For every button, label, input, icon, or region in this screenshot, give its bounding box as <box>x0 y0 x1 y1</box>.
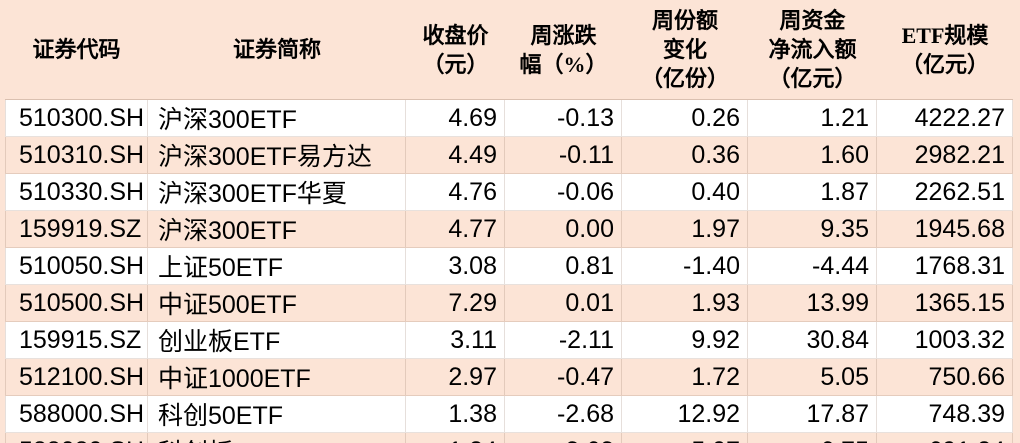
cell-scale: 748.39 <box>877 396 1013 432</box>
cell-share: 0.40 <box>622 174 748 210</box>
table-header-row: 证券代码 证券简称 收盘价 （元） 周涨跌 幅（%） 周份额 变化 （亿份） 周资金 净流… <box>5 0 1013 100</box>
cell-pct: -0.11 <box>505 137 622 173</box>
cell-scale: 691.34 <box>877 433 1013 443</box>
table-row: 159919.SZ 沪深300ETF 4.77 0.00 1.97 9.35 1945.68 <box>5 211 1013 248</box>
cell-code: 159915.SZ <box>5 322 148 358</box>
table-row: 159915.SZ 创业板ETF 3.11 -2.11 9.92 30.84 1003.32 <box>5 322 1013 359</box>
cell-close: 3.11 <box>406 322 505 358</box>
cell-close: 4.49 <box>406 137 505 173</box>
cell-scale: 2262.51 <box>877 174 1013 210</box>
table-row: 510050.SH 上证50ETF 3.08 0.81 -1.40 -4.44 1768.3… <box>5 248 1013 285</box>
cell-pct: 0.01 <box>505 285 622 321</box>
cell-close: 7.29 <box>406 285 505 321</box>
table-row: 510300.SH 沪深300ETF 4.69 -0.13 0.26 1.21 4222.2… <box>5 100 1013 137</box>
cell-close: 3.08 <box>406 248 505 284</box>
cell-flow: 30.84 <box>748 322 877 358</box>
table-row: 588000.SH 科创50ETF 1.38 -2.68 12.92 17.87 748.3… <box>5 396 1013 433</box>
table-row: 510330.SH 沪深300ETF华夏 4.76 -0.06 0.40 1.87 2262… <box>5 174 1013 211</box>
cell-share: -1.40 <box>622 248 748 284</box>
cell-flow: 1.87 <box>748 174 877 210</box>
cell-name: 沪深300ETF <box>148 100 406 136</box>
cell-name: 科创50ETF <box>148 396 406 432</box>
cell-name: 科创板50ETF <box>148 433 406 443</box>
cell-pct: -0.06 <box>505 174 622 210</box>
cell-pct: -2.62 <box>505 433 622 443</box>
cell-flow: 9.35 <box>748 211 877 247</box>
cell-scale: 1365.15 <box>877 285 1013 321</box>
cell-flow: 1.60 <box>748 137 877 173</box>
cell-flow: 17.87 <box>748 396 877 432</box>
cell-share: 0.26 <box>622 100 748 136</box>
cell-scale: 1003.32 <box>877 322 1013 358</box>
column-header-pct: 周涨跌 幅（%） <box>519 22 608 77</box>
cell-name: 沪深300ETF <box>148 211 406 247</box>
cell-code: 159919.SZ <box>5 211 148 247</box>
cell-name: 沪深300ETF华夏 <box>148 174 406 210</box>
cell-name: 中证500ETF <box>148 285 406 321</box>
cell-flow: 13.99 <box>748 285 877 321</box>
cell-pct: 0.81 <box>505 248 622 284</box>
cell-share: 1.97 <box>622 211 748 247</box>
cell-scale: 750.66 <box>877 359 1013 395</box>
cell-name: 创业板ETF <box>148 322 406 358</box>
cell-close: 4.76 <box>406 174 505 210</box>
cell-share: 1.72 <box>622 359 748 395</box>
cell-name: 中证1000ETF <box>148 359 406 395</box>
table-body: 510300.SH 沪深300ETF 4.69 -0.13 0.26 1.21 4222.2… <box>5 100 1013 443</box>
cell-flow: -4.44 <box>748 248 877 284</box>
table-row: 512100.SH 中证1000ETF 2.97 -0.47 1.72 5.05 750.6… <box>5 359 1013 396</box>
cell-name: 沪深300ETF易方达 <box>148 137 406 173</box>
cell-code: 510500.SH <box>5 285 148 321</box>
column-header-name: 证券简称 <box>232 37 321 62</box>
column-header-close: 收盘价 （元） <box>422 22 489 77</box>
cell-code: 512100.SH <box>5 359 148 395</box>
cell-pct: -0.13 <box>505 100 622 136</box>
cell-code: 510310.SH <box>5 137 148 173</box>
cell-share: 9.92 <box>622 322 748 358</box>
cell-scale: 2982.21 <box>877 137 1013 173</box>
cell-close: 4.69 <box>406 100 505 136</box>
cell-share: 0.36 <box>622 137 748 173</box>
column-header-scale: ETF规模 （亿元） <box>900 22 989 77</box>
cell-pct: 0.00 <box>505 211 622 247</box>
cell-flow: 5.05 <box>748 359 877 395</box>
column-header-flow: 周资金 净流入额 （亿元） <box>768 8 857 91</box>
cell-scale: 1945.68 <box>877 211 1013 247</box>
cell-scale: 1768.31 <box>877 248 1013 284</box>
cell-code: 510300.SH <box>5 100 148 136</box>
cell-pct: -0.47 <box>505 359 622 395</box>
cell-code: 510050.SH <box>5 248 148 284</box>
cell-code: 510330.SH <box>5 174 148 210</box>
table-row: 588080.SH科创板50ETF1.34-2.625.076.75691.34 <box>5 433 1013 443</box>
cell-pct: -2.68 <box>505 396 622 432</box>
cell-code: 588000.SH <box>5 396 148 432</box>
column-header-share: 周份额 变化 （亿份） <box>640 8 729 91</box>
cell-flow: 1.21 <box>748 100 877 136</box>
cell-share: 12.92 <box>622 396 748 432</box>
cell-share: 5.07 <box>622 433 748 443</box>
cell-share: 1.93 <box>622 285 748 321</box>
cell-close: 4.77 <box>406 211 505 247</box>
table-row: 510310.SH 沪深300ETF易方达 4.49 -0.11 0.36 1.60 298… <box>5 137 1013 174</box>
cell-close: 2.97 <box>406 359 505 395</box>
cell-close: 1.38 <box>406 396 505 432</box>
cell-flow: 6.75 <box>748 433 877 443</box>
column-header-code: 证券代码 <box>32 37 121 62</box>
cell-name: 上证50ETF <box>148 248 406 284</box>
cell-code: 588080.SH <box>5 433 148 443</box>
cell-pct: -2.11 <box>505 322 622 358</box>
table-row: 510500.SH 中证500ETF 7.29 0.01 1.93 13.99 1365.1… <box>5 285 1013 322</box>
cell-close: 1.34 <box>406 433 505 443</box>
cell-scale: 4222.27 <box>877 100 1013 136</box>
